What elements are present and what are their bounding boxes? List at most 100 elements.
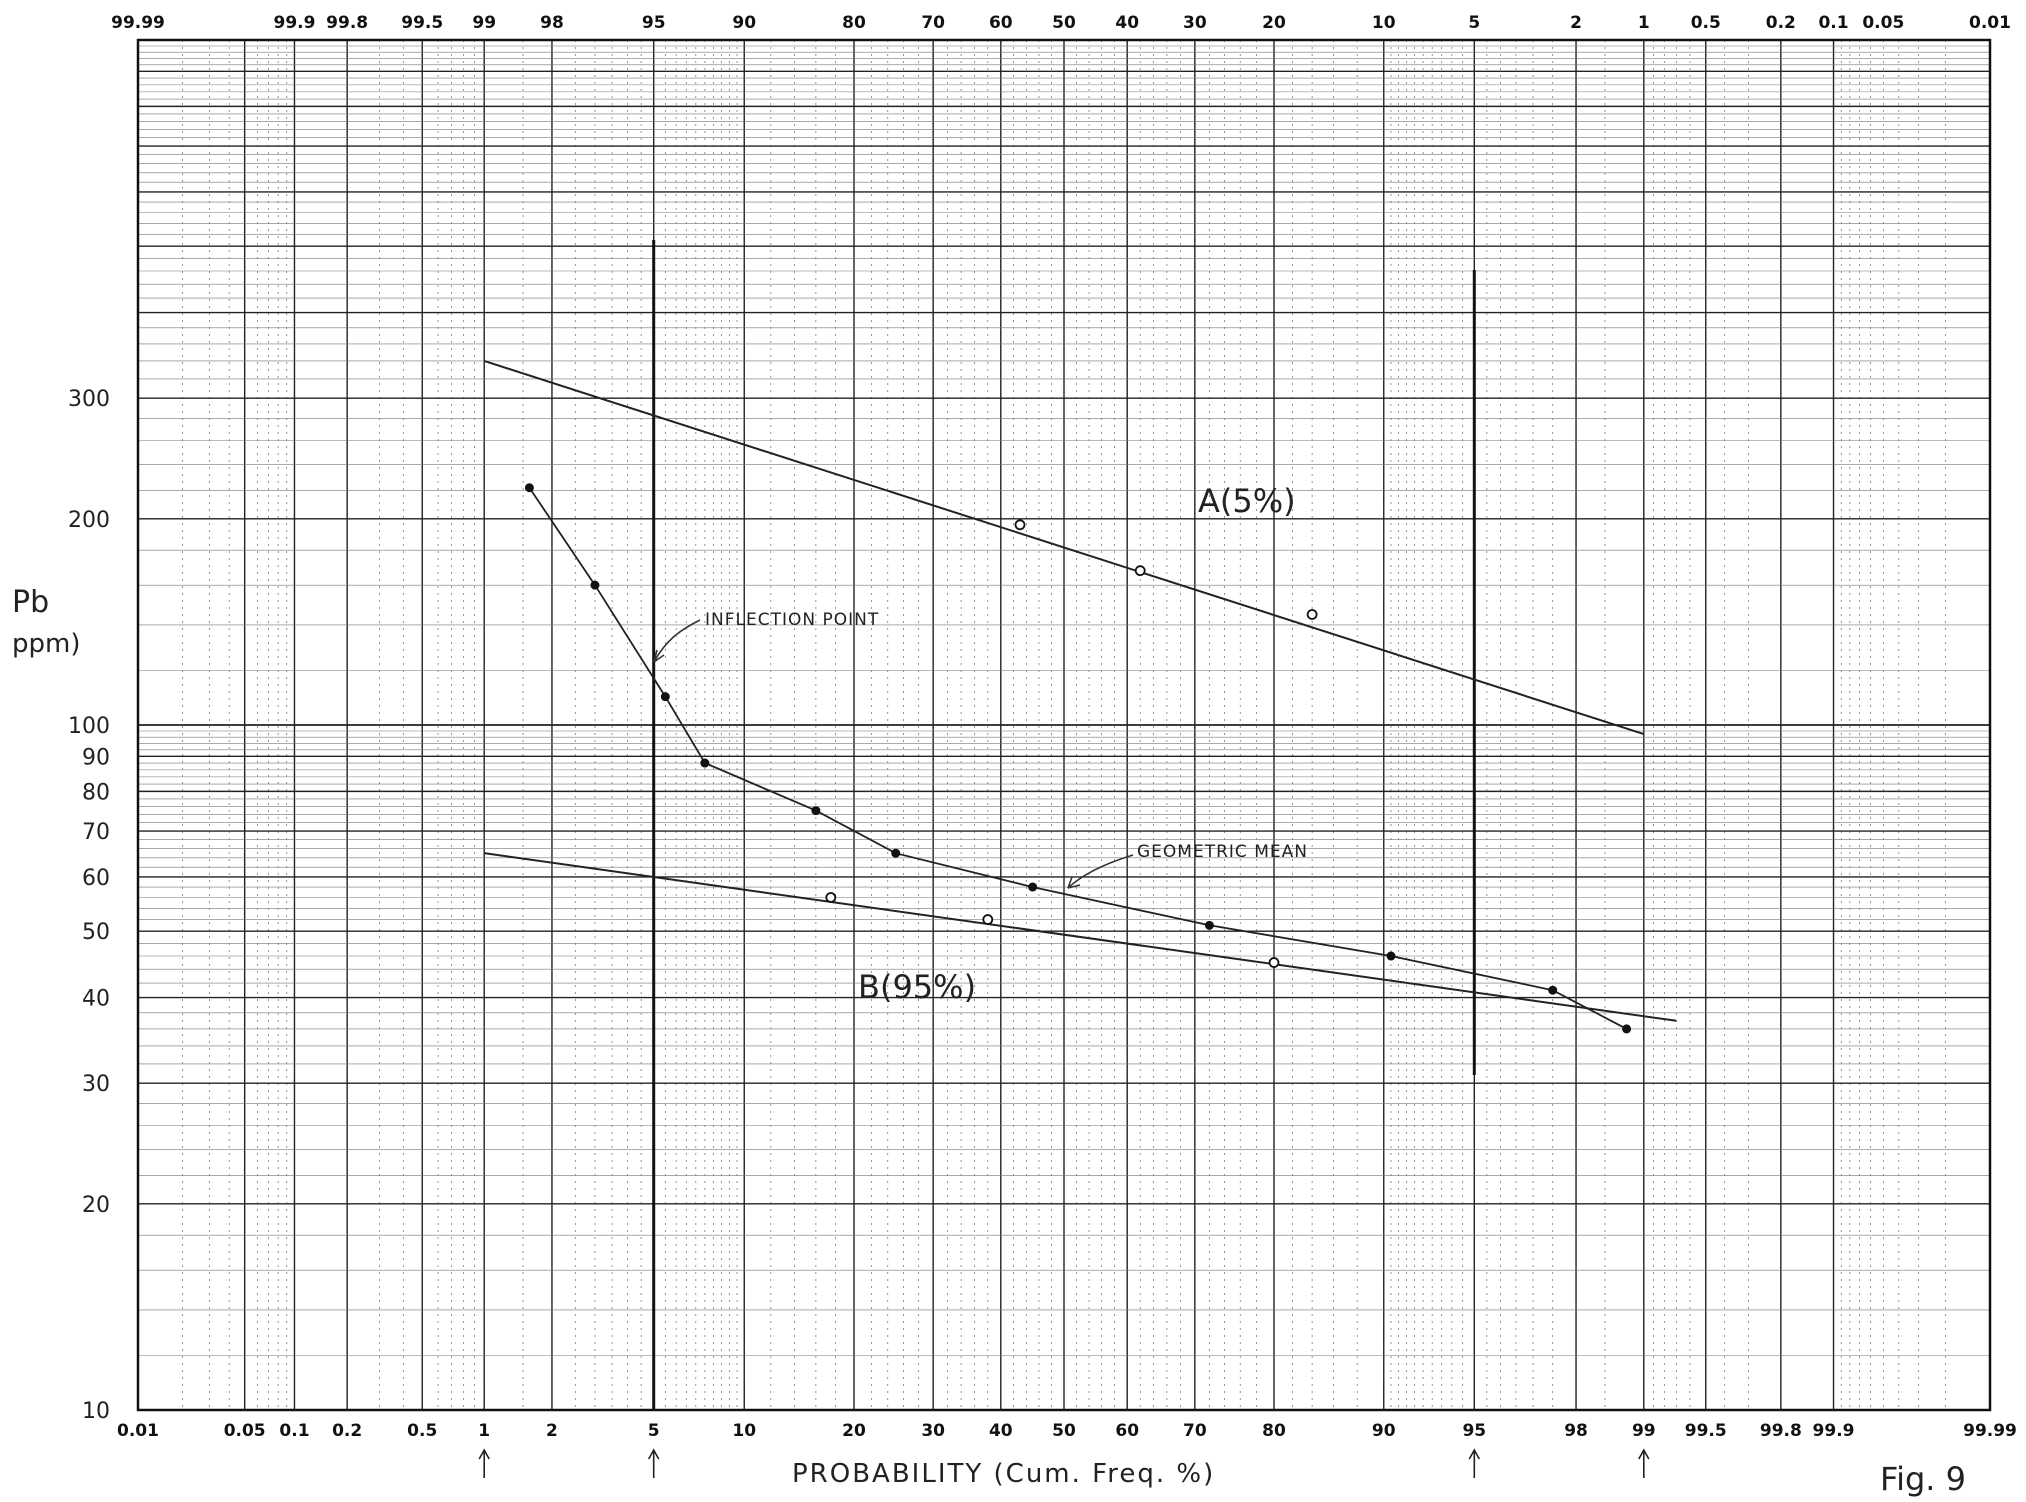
y-tick-label: 10	[82, 1399, 110, 1424]
inflection-leader-arrow	[653, 619, 701, 663]
bottom-tick-label: 0.5	[407, 1421, 437, 1441]
arrow-marker	[1638, 1448, 1650, 1478]
bottom-tick-label: 99	[1632, 1421, 1656, 1441]
data-point	[1014, 519, 1026, 531]
top-tick-label: 30	[1183, 13, 1207, 33]
top-tick-label: 99.5	[401, 13, 443, 33]
bottom-tick-label: 50	[1052, 1421, 1076, 1441]
annotation-line-b: B(95%)	[858, 968, 976, 1006]
data-point	[524, 483, 534, 493]
y-tick-label: 70	[82, 820, 110, 845]
data-point	[811, 806, 821, 816]
y-tick-label: 100	[68, 714, 110, 739]
bottom-tick-label: 10	[732, 1421, 756, 1441]
plot-frame	[136, 38, 1992, 1412]
bottom-tick-label: 0.01	[117, 1421, 159, 1441]
data-point	[1386, 951, 1396, 961]
y-axis-label-pb: Pb	[12, 585, 49, 620]
top-tick-label: 70	[921, 13, 945, 33]
top-tick-label: 0.1	[1818, 13, 1848, 33]
data-point	[660, 692, 670, 702]
arrow-marker	[648, 1448, 660, 1478]
arrow-marker	[1468, 1448, 1480, 1478]
bottom-tick-label: 70	[1183, 1421, 1207, 1441]
data-point	[1204, 920, 1214, 930]
top-axis-ticks: 99.99 99.9 99.8 99.5 99 98 95 90 80 70 60 50 40 30 20 1…	[111, 13, 2011, 33]
bottom-tick-label: 99.5	[1685, 1421, 1727, 1441]
y-axis-label-ppm: ppm)	[12, 629, 80, 659]
bottom-tick-label: 0.05	[224, 1421, 266, 1441]
data-point	[982, 914, 994, 925]
figure-label: Fig. 9	[1880, 1460, 1966, 1498]
top-tick-label: 60	[989, 13, 1013, 33]
data-point	[700, 758, 710, 768]
data-point	[1134, 565, 1146, 577]
y-tick-label: 20	[82, 1193, 110, 1218]
top-tick-label: 5	[1468, 13, 1480, 33]
plot-border	[136, 38, 1992, 1412]
fit-lines	[483, 359, 1677, 1022]
bottom-tick-label: 5	[648, 1421, 660, 1441]
y-tick-label: 60	[82, 866, 110, 891]
bottom-tick-label: 99.9	[1813, 1421, 1855, 1441]
bottom-tick-label: 99.99	[1963, 1421, 2017, 1441]
bottom-tick-label: 20	[842, 1421, 866, 1441]
y-tick-label: 50	[82, 920, 110, 945]
y-axis-ticks: 10 20 30 40 50 60 70 80 90 100 200 300	[68, 387, 110, 1424]
y-tick-label: 200	[68, 508, 110, 533]
top-tick-label: 50	[1052, 13, 1076, 33]
inflection-leader-arrowhead	[653, 649, 665, 663]
bottom-tick-label: 60	[1115, 1421, 1139, 1441]
bottom-tick-label: 30	[921, 1421, 945, 1441]
bottom-tick-label: 2	[546, 1421, 558, 1441]
bottom-tick-label: 90	[1372, 1421, 1396, 1441]
top-tick-label: 80	[842, 13, 866, 33]
top-tick-label: 0.05	[1862, 13, 1904, 33]
top-tick-label: 99.9	[273, 13, 315, 33]
bottom-tick-label: 0.1	[279, 1421, 309, 1441]
bottom-tick-label: 95	[1462, 1421, 1486, 1441]
annotation-line-a: A(5%)	[1198, 482, 1296, 520]
y-tick-label: 80	[82, 780, 110, 805]
bottom-tick-label: 40	[989, 1421, 1013, 1441]
data-point	[1306, 609, 1318, 620]
top-tick-label: 20	[1262, 13, 1286, 33]
top-tick-label: 99	[472, 13, 496, 33]
arrow-marker	[478, 1448, 490, 1478]
bottom-tick-label: 99.8	[1760, 1421, 1802, 1441]
data-point	[891, 848, 901, 858]
data-point	[1028, 882, 1038, 892]
top-tick-label: 40	[1115, 13, 1139, 33]
top-tick-label: 99.99	[111, 13, 165, 33]
x-axis-label: PROBABILITY (Cum. Freq. %)	[792, 1459, 1215, 1489]
fit-line	[484, 852, 1677, 1022]
annotation-geometric-mean: GEOMETRIC MEAN	[1137, 842, 1308, 862]
data-point	[825, 892, 837, 903]
top-tick-label: 2	[1570, 13, 1582, 33]
top-tick-label: 95	[642, 13, 666, 33]
geomean-leader-arrowhead	[1067, 876, 1081, 889]
bottom-tick-label: 80	[1262, 1421, 1286, 1441]
y-tick-label: 30	[82, 1072, 110, 1097]
bottom-tick-label: 0.2	[332, 1421, 362, 1441]
probability-arrows	[478, 1448, 1650, 1478]
top-tick-label: 0.5	[1691, 13, 1721, 33]
top-tick-label: 98	[540, 13, 564, 33]
geomean-leader-arrow	[1067, 854, 1134, 889]
y-tick-label: 40	[82, 987, 110, 1012]
data-point	[1268, 957, 1280, 968]
top-tick-label: 0.01	[1969, 13, 2011, 33]
data-point	[1622, 1024, 1632, 1034]
bottom-axis-ticks: 0.01 0.05 0.1 0.2 0.5 1 2 5 10 20 30 40 50 60 70 80 90 95…	[117, 1421, 2017, 1441]
data-point	[590, 580, 600, 590]
y-tick-label: 300	[68, 387, 110, 412]
top-tick-label: 0.2	[1766, 13, 1796, 33]
top-tick-label: 1	[1638, 13, 1650, 33]
top-tick-label: 99.8	[326, 13, 368, 33]
fit-line	[483, 359, 1645, 736]
data-points	[524, 483, 1632, 1034]
y-tick-label: 90	[82, 745, 110, 770]
top-tick-label: 10	[1372, 13, 1396, 33]
